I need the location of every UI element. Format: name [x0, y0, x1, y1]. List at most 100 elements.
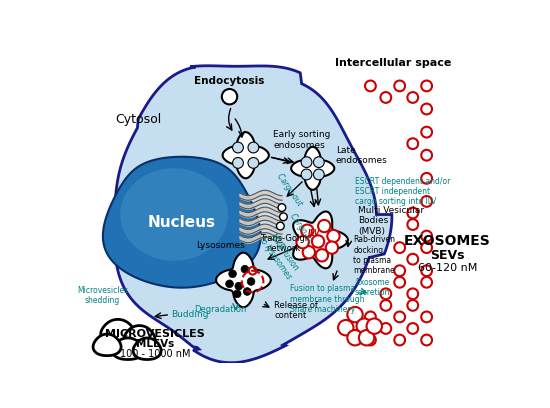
Text: Multi Vesicular
Bodies
(MVB): Multi Vesicular Bodies (MVB): [358, 206, 424, 235]
Text: Early sorting
endosomes: Early sorting endosomes: [273, 130, 331, 149]
Circle shape: [233, 157, 243, 169]
Text: Rab-driven
docking
to plasma
membrane: Rab-driven docking to plasma membrane: [354, 235, 395, 275]
Circle shape: [421, 127, 432, 137]
Circle shape: [348, 307, 363, 322]
Text: SEVs: SEVs: [430, 249, 465, 262]
Polygon shape: [93, 334, 121, 356]
Text: Cargo in: Cargo in: [288, 212, 314, 243]
Circle shape: [241, 265, 249, 273]
Polygon shape: [216, 253, 271, 307]
Text: MLEVs: MLEVs: [136, 339, 174, 349]
Circle shape: [312, 235, 324, 248]
Text: 60-120 nM: 60-120 nM: [418, 263, 477, 273]
Circle shape: [318, 220, 331, 232]
Text: Late
endosomes: Late endosomes: [336, 146, 388, 165]
Text: MVB fusion
to lysosomes: MVB fusion to lysosomes: [257, 229, 302, 282]
Text: Exosome
secretion: Exosome secretion: [355, 278, 390, 297]
Circle shape: [338, 320, 354, 335]
Circle shape: [408, 219, 418, 230]
Circle shape: [278, 204, 286, 211]
Circle shape: [296, 236, 309, 248]
Circle shape: [248, 278, 255, 285]
Circle shape: [301, 169, 312, 180]
Circle shape: [421, 242, 432, 253]
Circle shape: [348, 330, 363, 346]
Circle shape: [248, 157, 258, 169]
Circle shape: [394, 80, 405, 91]
Circle shape: [359, 330, 374, 346]
Circle shape: [394, 242, 405, 253]
Text: ILV: ILV: [308, 229, 321, 238]
Circle shape: [314, 169, 324, 180]
Text: EXOSOMES: EXOSOMES: [404, 235, 491, 248]
Text: Degradation: Degradation: [194, 305, 246, 314]
Circle shape: [367, 319, 382, 334]
Polygon shape: [293, 211, 348, 268]
Circle shape: [408, 138, 418, 149]
Circle shape: [394, 277, 405, 288]
Polygon shape: [114, 66, 392, 363]
Polygon shape: [223, 132, 269, 178]
Circle shape: [408, 288, 418, 299]
Circle shape: [421, 150, 432, 161]
Circle shape: [248, 142, 258, 153]
Circle shape: [394, 312, 405, 322]
Circle shape: [365, 335, 376, 346]
Circle shape: [243, 288, 251, 295]
Text: Fusion to plasma
membrane through
Snare machinery: Fusion to plasma membrane through Snare …: [290, 284, 364, 314]
Polygon shape: [120, 169, 228, 261]
Polygon shape: [101, 319, 135, 344]
Circle shape: [365, 312, 376, 322]
Circle shape: [279, 213, 287, 221]
Circle shape: [302, 246, 315, 258]
Circle shape: [327, 230, 340, 242]
Text: Nucleus: Nucleus: [148, 215, 216, 230]
Circle shape: [356, 319, 372, 334]
Circle shape: [421, 104, 432, 114]
Circle shape: [394, 265, 405, 276]
Circle shape: [381, 92, 391, 103]
Circle shape: [301, 157, 312, 168]
Text: MICROVESICLES: MICROVESICLES: [105, 329, 205, 339]
Polygon shape: [291, 147, 334, 190]
Circle shape: [233, 290, 241, 298]
Circle shape: [421, 196, 432, 207]
Circle shape: [226, 280, 233, 288]
Text: Budding: Budding: [170, 310, 208, 319]
Text: Release of
content: Release of content: [274, 301, 318, 320]
Circle shape: [421, 80, 432, 91]
Circle shape: [381, 323, 391, 334]
Circle shape: [408, 300, 418, 311]
Circle shape: [408, 323, 418, 334]
Text: Microvesicles
shedding: Microvesicles shedding: [77, 286, 128, 305]
Text: Lysosomes: Lysosomes: [196, 241, 245, 250]
Circle shape: [421, 277, 432, 288]
Circle shape: [316, 249, 328, 262]
Circle shape: [229, 270, 236, 278]
Circle shape: [381, 288, 391, 299]
Circle shape: [394, 335, 405, 346]
Circle shape: [277, 222, 284, 230]
Circle shape: [222, 89, 237, 104]
Circle shape: [233, 142, 243, 153]
Text: 100 - 1000 nM: 100 - 1000 nM: [119, 349, 190, 359]
Circle shape: [326, 242, 338, 254]
Polygon shape: [124, 326, 155, 349]
Text: Cargo out: Cargo out: [275, 172, 304, 208]
Circle shape: [408, 208, 418, 218]
Text: Trans-Golgi
network: Trans-Golgi network: [260, 234, 307, 253]
Circle shape: [421, 265, 432, 276]
Circle shape: [301, 224, 314, 237]
Circle shape: [365, 80, 376, 91]
Circle shape: [314, 157, 324, 168]
Circle shape: [421, 231, 432, 242]
Polygon shape: [103, 157, 261, 288]
Text: Endocytosis: Endocytosis: [194, 76, 265, 86]
Text: Intercellular space: Intercellular space: [336, 58, 452, 68]
Text: ESCRT dependent and/or
ESCRT independent
cargo sorting into ILV: ESCRT dependent and/or ESCRT independent…: [355, 177, 450, 206]
Circle shape: [421, 173, 432, 184]
Text: Cytosol: Cytosol: [115, 113, 161, 126]
Circle shape: [381, 300, 391, 311]
Circle shape: [235, 282, 243, 290]
Circle shape: [408, 92, 418, 103]
